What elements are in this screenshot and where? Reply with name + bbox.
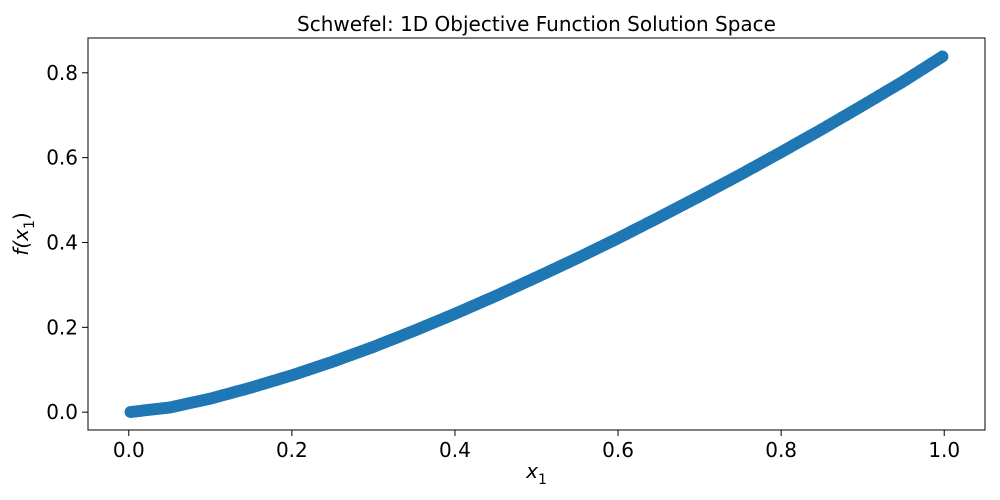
- data-series: [124, 50, 949, 418]
- x-tick-label: 0.6: [602, 438, 634, 462]
- chart-title: Schwefel: 1D Objective Function Solution…: [297, 12, 776, 36]
- x-tick-label: 0.8: [765, 438, 797, 462]
- y-tick-label: 0.2: [46, 315, 78, 339]
- y-axis-label-base: x: [9, 229, 33, 242]
- x-axis: 0.0 0.2 0.4 0.6 0.8 1.0: [113, 430, 960, 462]
- x-tick-label: 0.2: [276, 438, 308, 462]
- x-axis-label: x1: [525, 459, 547, 488]
- y-tick-label: 0.6: [46, 146, 78, 170]
- x-tick-label: 1.0: [928, 438, 960, 462]
- axes-frame: [87, 37, 986, 431]
- y-axis: 0.0 0.2 0.4 0.6 0.8: [46, 61, 88, 424]
- y-tick-label: 0.4: [46, 230, 78, 254]
- y-tick-label: 0.0: [46, 400, 78, 424]
- x-tick-label: 0.4: [439, 438, 471, 462]
- x-axis-label-subscript: 1: [538, 472, 547, 488]
- y-axis-label-prefix: f(: [9, 240, 33, 256]
- plot-area: [124, 50, 949, 418]
- y-tick-label: 0.8: [46, 61, 78, 85]
- x-axis-label-base: x: [525, 459, 538, 483]
- data-point: [936, 50, 949, 63]
- y-axis-label-subscript: 1: [22, 220, 38, 229]
- y-axis-label-suffix: ): [9, 212, 33, 220]
- x-tick-label: 0.0: [113, 438, 145, 462]
- y-axis-label: f(x1): [9, 212, 38, 255]
